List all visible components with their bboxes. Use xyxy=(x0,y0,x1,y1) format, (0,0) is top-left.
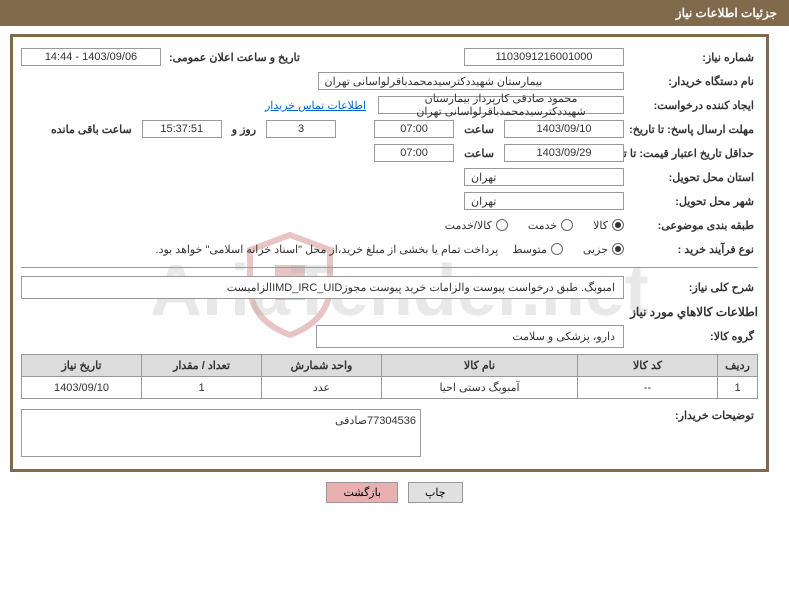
need-no-field: 1103091216001000 xyxy=(464,48,624,66)
th-name: نام کالا xyxy=(382,355,578,377)
announce-field: 1403/09/06 - 14:44 xyxy=(21,48,161,66)
page-header: جزئیات اطلاعات نیاز xyxy=(0,0,789,26)
process-label: نوع فرآیند خرید : xyxy=(628,243,758,256)
announce-label: تاریخ و ساعت اعلان عمومی: xyxy=(165,51,304,64)
deadline-time-field: 07:00 xyxy=(374,120,454,138)
remain-label: ساعت باقی مانده xyxy=(45,123,138,136)
province-label: استان محل تحویل: xyxy=(628,171,758,184)
validity-label: حداقل تاریخ اعتبار قیمت: تا تاریخ: xyxy=(628,147,758,160)
back-button[interactable]: بازگشت xyxy=(326,482,398,503)
content-panel: شماره نیاز: 1103091216001000 تاریخ و ساع… xyxy=(10,34,769,472)
validity-time-field: 07:00 xyxy=(374,144,454,162)
group-field: دارو، پزشکی و سلامت xyxy=(316,325,625,348)
radio-khadamat[interactable]: خدمت xyxy=(528,219,573,232)
city-label: شهر محل تحویل: xyxy=(628,195,758,208)
buyer-org-label: نام دستگاه خریدار: xyxy=(628,75,758,88)
radio-medium[interactable]: متوسط xyxy=(512,243,563,256)
divider xyxy=(21,267,758,268)
need-no-label: شماره نیاز: xyxy=(628,51,758,64)
table-row: 1 -- آمبوبگ دستی احیا عدد 1 1403/09/10 xyxy=(22,377,758,399)
contact-link[interactable]: اطلاعات تماس خریدار xyxy=(257,99,374,112)
validity-time-label: ساعت xyxy=(458,147,500,160)
city-field: تهران xyxy=(464,192,624,210)
province-field: تهران xyxy=(464,168,624,186)
print-button[interactable]: چاپ xyxy=(408,482,463,503)
th-unit: واحد شمارش xyxy=(262,355,382,377)
deadline-label: مهلت ارسال پاسخ: تا تاریخ: xyxy=(628,123,758,136)
notes-label: توضیحات خریدار: xyxy=(628,409,758,422)
category-label: طبقه بندی موضوعی: xyxy=(628,219,758,232)
buyer-org-field: بیمارستان شهیددکترسیدمحمدباقرلواسانی تهر… xyxy=(318,72,625,90)
goods-table: ردیف کد کالا نام کالا واحد شمارش تعداد /… xyxy=(21,354,758,399)
countdown-field: 15:37:51 xyxy=(142,120,222,138)
button-row: چاپ بازگشت xyxy=(0,482,789,503)
th-row: ردیف xyxy=(718,355,758,377)
validity-date-field: 1403/09/29 xyxy=(504,144,624,162)
days-and-label: روز و xyxy=(226,123,262,136)
page-title: جزئیات اطلاعات نیاز xyxy=(676,6,777,20)
radio-kala[interactable]: کالا xyxy=(593,219,624,232)
deadline-time-label: ساعت xyxy=(458,123,500,136)
requester-label: ایجاد کننده درخواست: xyxy=(628,99,758,112)
group-label: گروه کالا: xyxy=(628,330,758,343)
radio-partial[interactable]: جزیی xyxy=(583,243,624,256)
category-radio-group: کالا خدمت کالا/خدمت xyxy=(445,219,624,232)
deadline-date-field: 1403/09/10 xyxy=(504,120,624,138)
desc-field: امبوبگ. طبق درخواست پیوست والزامات خرید … xyxy=(21,276,624,299)
th-date: تاریخ نیاز xyxy=(22,355,142,377)
notes-box: 77304536صادقی xyxy=(21,409,421,457)
requester-field: محمود صادقی کارپرداز بیمارستان شهیددکترس… xyxy=(378,96,624,114)
process-note: پرداخت تمام یا بخشی از مبلغ خرید،از محل … xyxy=(156,243,509,256)
th-qty: تعداد / مقدار xyxy=(142,355,262,377)
days-field: 3 xyxy=(266,120,336,138)
goods-section-title: اطلاعات کالاهاي مورد نیاز xyxy=(21,305,758,319)
process-radio-group: جزیی متوسط xyxy=(512,243,624,256)
radio-both[interactable]: کالا/خدمت xyxy=(445,219,508,232)
th-code: کد کالا xyxy=(578,355,718,377)
desc-label: شرح کلی نیاز: xyxy=(628,281,758,294)
